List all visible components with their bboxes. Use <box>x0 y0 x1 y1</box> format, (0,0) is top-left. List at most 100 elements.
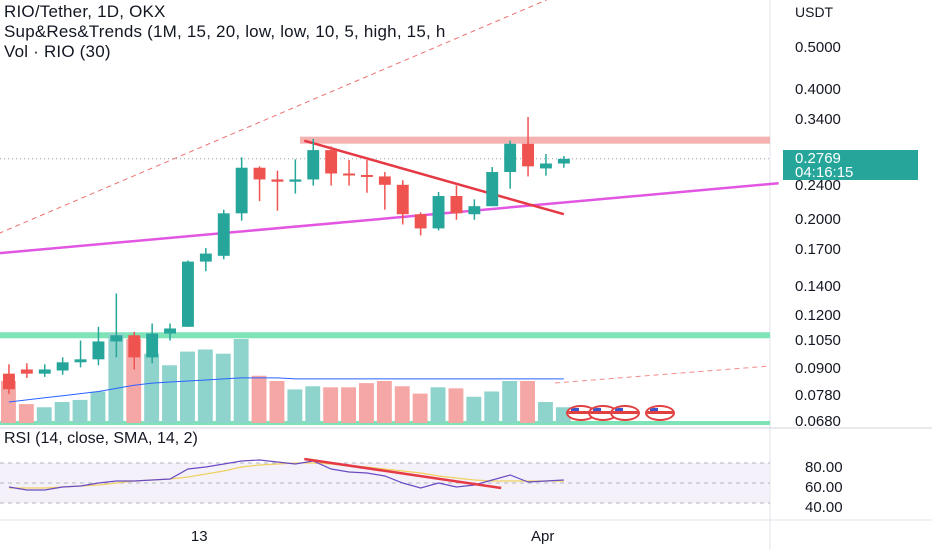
price-tick-label: 0.0780 <box>795 387 841 405</box>
trend-lines <box>0 0 779 384</box>
currency-label: USDT <box>795 4 834 20</box>
volume-bar <box>54 402 70 423</box>
candle-body <box>540 163 552 169</box>
volume-bar <box>162 365 177 423</box>
volume-bar <box>394 386 410 423</box>
price-tick-label: 0.4000 <box>795 80 841 98</box>
volume-bar <box>197 349 213 423</box>
volume-bar <box>36 407 52 423</box>
rsi-pane <box>0 457 770 504</box>
volume-bar <box>1 381 16 423</box>
indicator-legend-2: Vol · RIO (30) <box>4 42 111 61</box>
volume-bar <box>90 391 106 423</box>
volume-bar <box>72 399 88 423</box>
resistance-zone <box>300 136 770 144</box>
price-tick-label: 0.1400 <box>795 277 841 295</box>
candle-body <box>92 341 105 360</box>
rsi-tick-label: 40.00 <box>805 499 843 516</box>
candles <box>3 117 570 394</box>
volume-bar <box>538 402 553 423</box>
candle-body <box>522 143 534 167</box>
candle-body <box>504 143 517 173</box>
volume-bars <box>1 333 571 423</box>
volume-bar <box>18 404 34 423</box>
price-tick-label: 0.2400 <box>795 176 841 194</box>
volume-bar <box>251 375 267 423</box>
volume-bar <box>126 339 142 423</box>
us-flag-icon[interactable] <box>610 405 640 421</box>
candle-body <box>396 184 409 215</box>
price-tick-label: 0.0900 <box>795 360 841 378</box>
dashed-trendline <box>0 0 548 234</box>
volume-bar <box>269 381 285 423</box>
volume-bar <box>108 333 124 423</box>
volume-bar <box>305 386 321 423</box>
descending-trendline <box>303 139 565 216</box>
volume-bar <box>341 387 356 423</box>
price-tick-label: 0.2000 <box>795 210 841 228</box>
candle-body <box>289 179 302 182</box>
candle-body <box>468 206 481 215</box>
candle-body <box>378 176 391 185</box>
candle-body <box>164 328 176 334</box>
volume-bar <box>144 353 160 423</box>
candle-body <box>450 196 463 214</box>
support-trendline <box>0 182 779 255</box>
rsi-trendline <box>304 457 502 490</box>
volume-bar <box>412 393 428 423</box>
time-tick-label: Apr <box>531 528 555 545</box>
candle-body <box>343 173 355 176</box>
price-tick-label: 0.5000 <box>795 39 841 56</box>
candle-body <box>20 369 33 374</box>
candle-body <box>182 261 194 327</box>
volume-bar <box>484 391 500 423</box>
volume-bar <box>287 389 303 423</box>
price-tick-label: 0.1700 <box>795 241 841 259</box>
candle-body <box>557 158 570 164</box>
indicator-legend-1: Sup&Res&Trends (1M, 15, 20, low, low, 10… <box>4 22 446 41</box>
volume-ma-line <box>8 377 564 403</box>
candle-body <box>325 150 338 174</box>
time-tick-label: 13 <box>190 528 208 545</box>
candle-body <box>414 214 427 229</box>
rsi-tick-label: 80.00 <box>805 459 843 476</box>
volume-bar <box>180 351 195 423</box>
rsi-line <box>8 459 564 491</box>
candle-body <box>486 172 499 207</box>
candle-body <box>235 167 248 214</box>
candle-body <box>74 359 87 363</box>
volume-bar <box>233 339 249 423</box>
candle-body <box>56 362 69 371</box>
volume-trendline <box>554 365 771 384</box>
rsi-legend: RSI (14, close, SMA, 14, 2) <box>4 430 198 448</box>
candle-body <box>432 196 445 229</box>
last-price-tag: 0.2769 04:16:15 <box>783 150 918 180</box>
candle-body <box>110 335 123 342</box>
candle-body <box>128 335 141 358</box>
candle-body <box>146 333 159 358</box>
volume-bar <box>502 381 518 423</box>
candle-body <box>361 174 373 177</box>
countdown: 04:16:15 <box>795 164 854 181</box>
volume-bar <box>376 381 392 423</box>
volume-bar <box>323 387 339 423</box>
us-flag-icon[interactable] <box>645 405 675 421</box>
last-price-value: 0.2769 <box>795 150 841 167</box>
chart-title: RIO/Tether, 1D, OKX <box>4 2 166 21</box>
volume-bar <box>520 381 535 423</box>
candle-body <box>199 253 212 262</box>
volume-bar <box>430 387 446 423</box>
candle-body <box>253 167 266 180</box>
price-tick-label: 0.0680 <box>795 413 841 430</box>
candle-body <box>38 369 51 374</box>
volume-bar <box>448 388 464 423</box>
rsi-tick-label: 60.00 <box>805 479 843 496</box>
volume-bar <box>466 396 482 423</box>
volume-bar <box>359 383 374 423</box>
price-tick-label: 0.3400 <box>795 111 841 129</box>
support-zone <box>0 332 770 339</box>
price-tick-label: 0.1200 <box>795 306 841 324</box>
candle-body <box>271 179 284 182</box>
